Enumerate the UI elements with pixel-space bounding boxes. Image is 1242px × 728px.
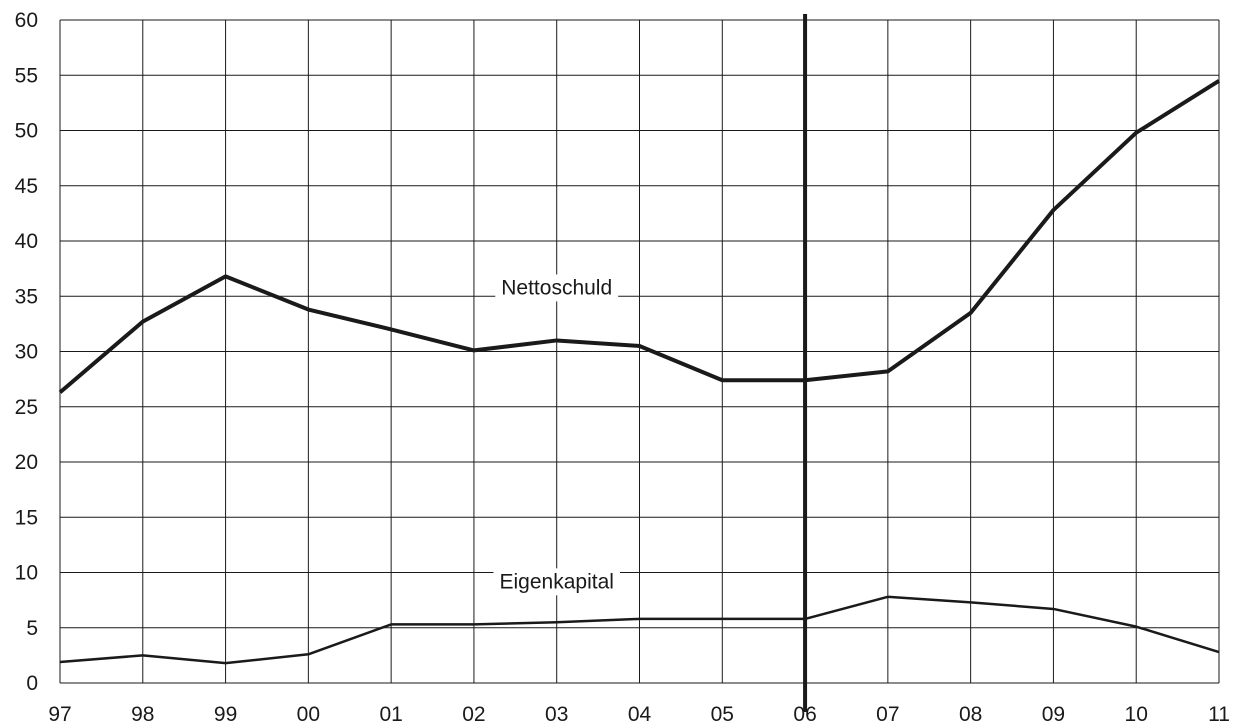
y-tick-label: 15 [15, 506, 38, 529]
x-tick-label: 04 [628, 703, 652, 726]
y-tick-label: 35 [15, 285, 38, 308]
x-tick-label: 11 [1208, 703, 1230, 726]
y-tick-label: 55 [15, 64, 38, 87]
series-labels: Nettoschuld Eigenkapital [493, 274, 620, 596]
y-tick-label: 50 [15, 120, 38, 143]
grid [59, 19, 1220, 684]
x-tick-label: 07 [876, 703, 899, 726]
x-axis-tick-labels: 97 98 99 00 01 02 03 04 05 06 07 08 09 10 11 [48, 703, 1230, 726]
x-tick-label: 05 [711, 703, 734, 726]
y-tick-label: 60 [15, 9, 38, 32]
x-tick-label: 00 [297, 703, 320, 726]
y-tick-label: 30 [15, 341, 38, 364]
y-tick-label: 10 [15, 562, 38, 585]
series-line-nettoschuld [58, 79, 1221, 394]
y-tick-label: 25 [15, 396, 38, 419]
x-tick-label: 01 [379, 703, 402, 726]
x-tick-label: 10 [1125, 703, 1148, 726]
x-tick-label: 03 [545, 703, 568, 726]
series-lines [58, 79, 1221, 665]
x-tick-label: 06 [793, 703, 816, 726]
y-tick-label: 0 [26, 672, 38, 695]
y-tick-label: 45 [15, 175, 38, 198]
series-label-nettoschuld: Nettoschuld [501, 276, 612, 299]
x-tick-label: 99 [214, 703, 237, 726]
series-label-eigenkapital: Eigenkapital [500, 570, 614, 593]
y-tick-label: 40 [15, 230, 38, 253]
y-axis-tick-labels: 0 5 10 15 20 25 30 35 40 45 50 55 60 [15, 9, 38, 695]
y-tick-label: 20 [15, 451, 38, 474]
x-tick-label: 02 [462, 703, 485, 726]
x-tick-label: 97 [48, 703, 71, 726]
x-tick-label: 98 [131, 703, 154, 726]
series-line-eigenkapital [59, 595, 1220, 665]
x-tick-label: 08 [959, 703, 982, 726]
y-tick-label: 5 [26, 617, 38, 640]
series-label-background [495, 274, 619, 302]
x-tick-label: 09 [1042, 703, 1065, 726]
series-label-background [493, 568, 620, 596]
